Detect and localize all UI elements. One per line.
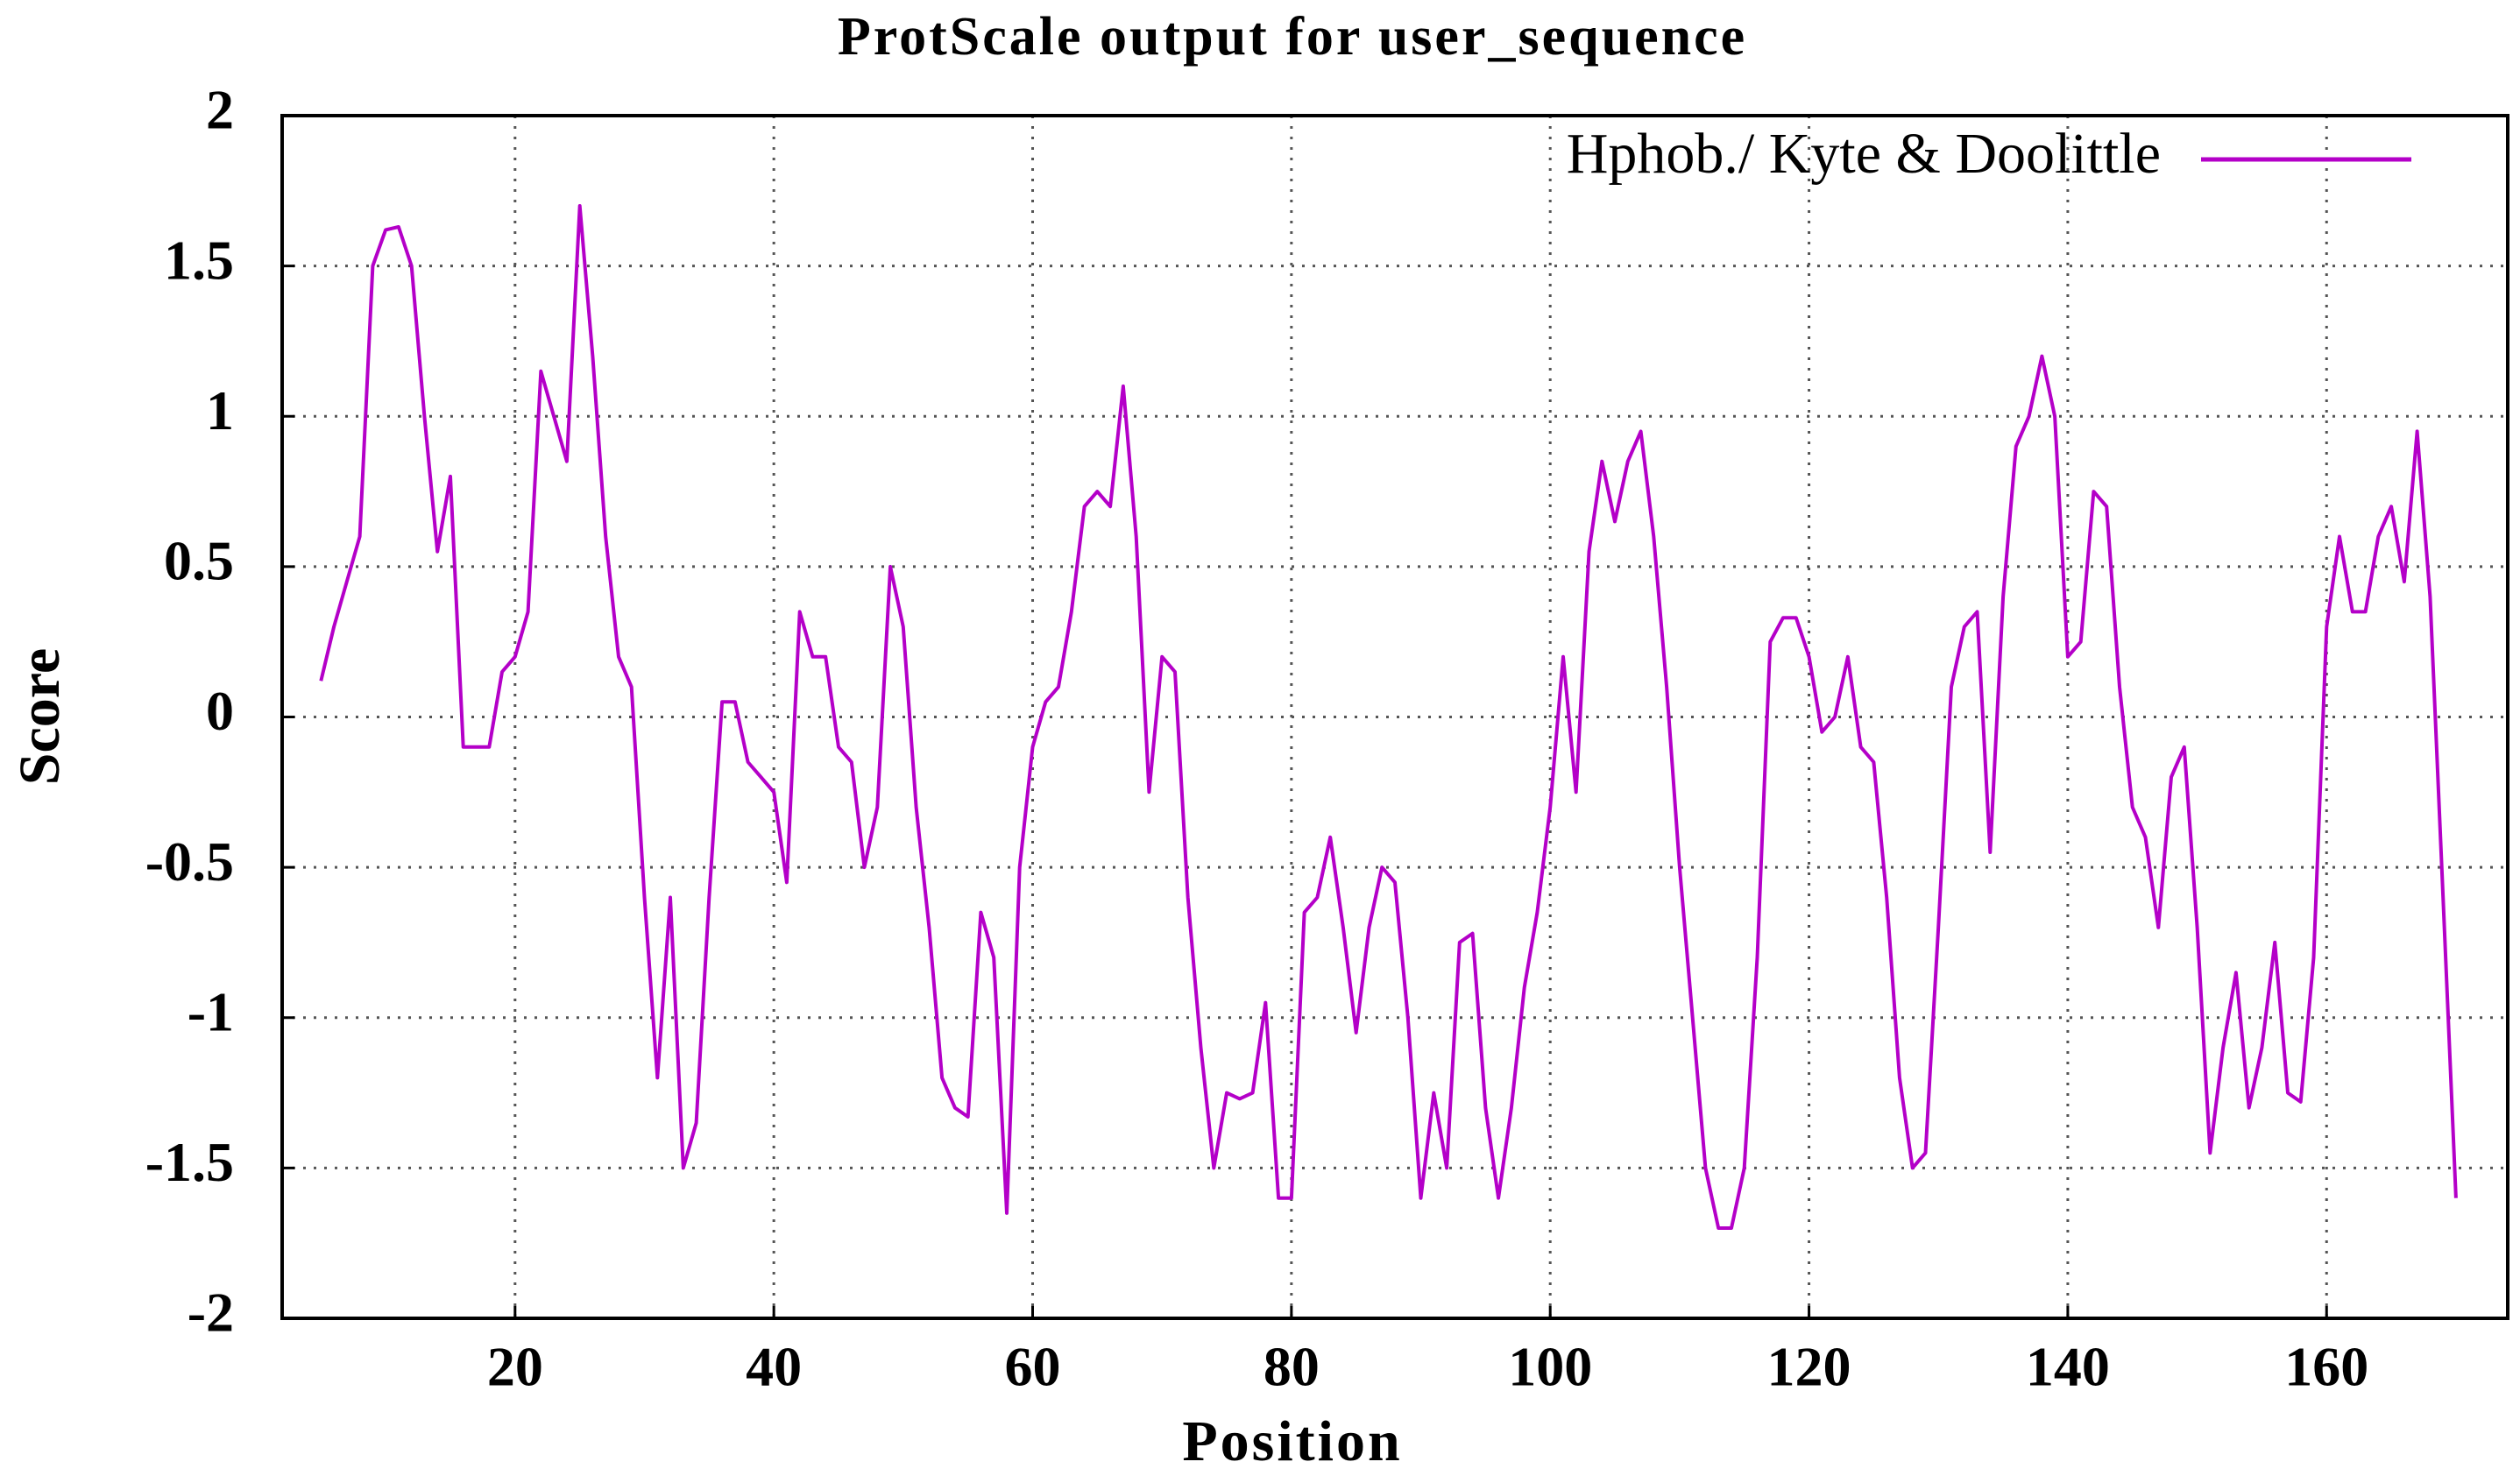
y-tick-label: -1.5: [145, 1131, 234, 1193]
y-tick-label: 2: [206, 79, 234, 141]
x-axis-label: Position: [1182, 1409, 1402, 1473]
x-tick-label: 80: [1264, 1336, 1320, 1398]
plot-frame: [280, 114, 2509, 1320]
x-tick-label: 40: [746, 1336, 802, 1398]
y-tick-label: 0: [206, 680, 234, 742]
y-axis-label: Score: [8, 648, 72, 785]
x-tick-label: 140: [2026, 1336, 2110, 1398]
chart-title: ProtScale output for user_sequence: [838, 7, 1747, 67]
y-tick-label: 1: [206, 379, 234, 441]
x-tick-label: 120: [1767, 1336, 1851, 1398]
legend-label: Hphob./ Kyte & Doolittle: [1567, 122, 2161, 186]
y-tick-label: -1: [188, 980, 234, 1042]
x-tick-label: 20: [487, 1336, 543, 1398]
data-line: [319, 204, 2458, 1230]
x-tick-label: 160: [2284, 1336, 2368, 1398]
y-tick-label: -0.5: [145, 830, 234, 893]
y-tick-label: -2: [188, 1282, 234, 1344]
x-tick-label: 100: [1508, 1336, 1592, 1398]
y-tick-label: 1.5: [164, 229, 234, 291]
x-tick-label: 60: [1005, 1336, 1061, 1398]
y-tick-label: 0.5: [164, 530, 234, 592]
